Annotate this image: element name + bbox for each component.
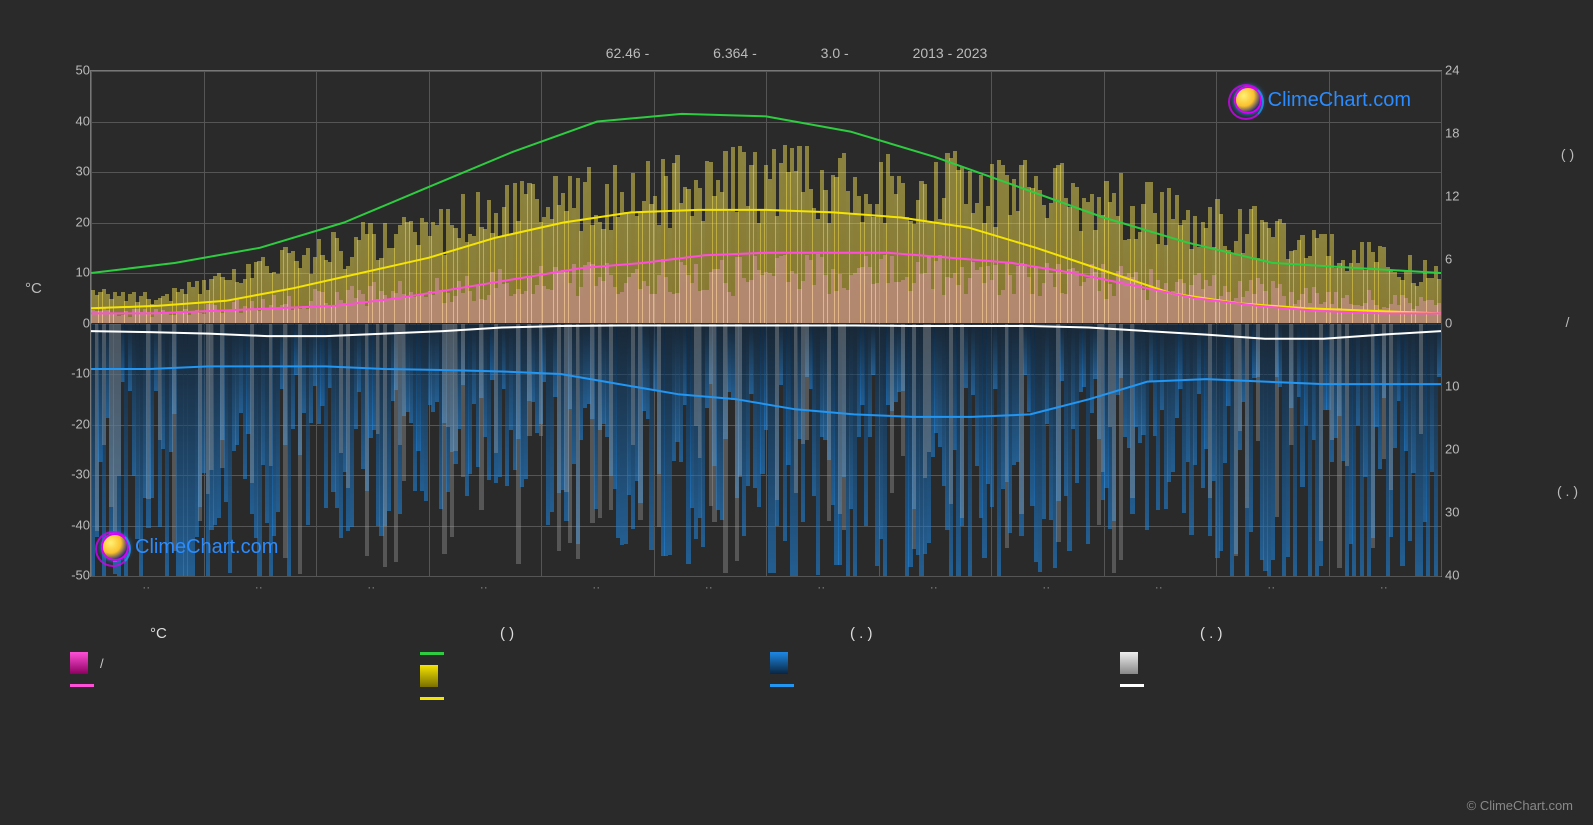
legend-swatch [1120,652,1138,674]
legend-item [420,652,770,655]
ytick-left: 0 [40,315,90,330]
legend-swatch [70,652,88,674]
ytick-left: -40 [40,517,90,532]
ytick-left: -30 [40,467,90,482]
xtick: ·· [1380,580,1388,594]
ytick-right-top: 6 [1445,252,1495,267]
ytick-right-bottom: 40 [1445,568,1495,583]
xtick: ·· [592,580,600,594]
legend-item [420,665,770,687]
xtick: ·· [1155,580,1163,594]
xtick: ·· [480,580,488,594]
x-axis: ·· ·· ·· ·· ·· ·· ·· ·· ·· ·· ·· ·· [90,580,1440,600]
ytick-left: 20 [40,214,90,229]
legend-swatch [70,684,94,687]
climate-chart: ClimeChart.com ClimeChart.com [90,70,1442,577]
legend: °C ( ) ( . ) ( . ) / [70,625,1470,700]
y-axis-right: 2418126010203040 [1445,70,1495,575]
legend-item: / [70,652,420,674]
legend-header-1: ( ) [420,625,770,642]
ytick-left: -10 [40,366,90,381]
legend-item [770,652,1120,674]
ytick-right-bottom: 10 [1445,378,1495,393]
xtick: ·· [142,580,150,594]
header-lat: 62.46 - [606,45,650,61]
legend-item [1120,652,1470,674]
watermark-text: ClimeChart.com [135,536,278,559]
y-axis-left-unit: °C [25,280,42,297]
legend-header-0: °C [70,625,420,642]
xtick: ·· [367,580,375,594]
legend-label: / [100,656,104,671]
legend-item [1120,684,1470,687]
chart-header: 62.46 - 6.364 - 3.0 - 2013 - 2023 [0,45,1593,61]
ytick-right-top: 0 [1445,315,1495,330]
header-lon: 6.364 - [713,45,757,61]
xtick: ·· [1042,580,1050,594]
y-axis-right-labels: ( ) / ( . ) [1557,70,1578,575]
legend-item [420,697,770,700]
ytick-right-top: 24 [1445,63,1495,78]
xtick: ·· [1267,580,1275,594]
ytick-right-bottom: 30 [1445,504,1495,519]
legend-header-3: ( . ) [1120,625,1470,642]
legend-swatch [1120,684,1144,687]
right-axis-label-0: ( ) [1561,146,1574,162]
legend-column [770,652,1120,700]
legend-swatch [420,652,444,655]
watermark-top: ClimeChart.com [1234,86,1411,114]
ytick-left: -20 [40,416,90,431]
legend-swatch [420,697,444,700]
ytick-left: 10 [40,265,90,280]
ytick-left: 30 [40,164,90,179]
logo-icon [101,533,129,561]
header-elev: 3.0 - [821,45,849,61]
legend-header-2: ( . ) [770,625,1120,642]
ytick-right-top: 18 [1445,126,1495,141]
legend-item [70,684,420,687]
right-axis-label-1: / [1566,314,1570,330]
legend-column [420,652,770,700]
right-axis-label-2: ( . ) [1557,483,1578,499]
legend-swatch [420,665,438,687]
attribution: © ClimeChart.com [1467,798,1573,813]
xtick: ·· [817,580,825,594]
ytick-right-top: 12 [1445,189,1495,204]
xtick: ·· [255,580,263,594]
header-years: 2013 - 2023 [913,45,988,61]
xtick: ·· [705,580,713,594]
xtick: ·· [930,580,938,594]
ytick-left: 40 [40,113,90,128]
y-axis-left: 50403020100-10-20-30-40-50 [40,70,90,575]
legend-headers: °C ( ) ( . ) ( . ) [70,625,1470,642]
legend-column [1120,652,1470,700]
legend-column: / [70,652,420,700]
legend-swatch [770,684,794,687]
logo-icon [1234,86,1262,114]
ytick-left: 50 [40,63,90,78]
ytick-left: -50 [40,568,90,583]
watermark-bottom: ClimeChart.com [101,533,278,561]
legend-item [770,684,1120,687]
ytick-right-bottom: 20 [1445,441,1495,456]
legend-swatch [770,652,788,674]
watermark-text: ClimeChart.com [1268,89,1411,112]
